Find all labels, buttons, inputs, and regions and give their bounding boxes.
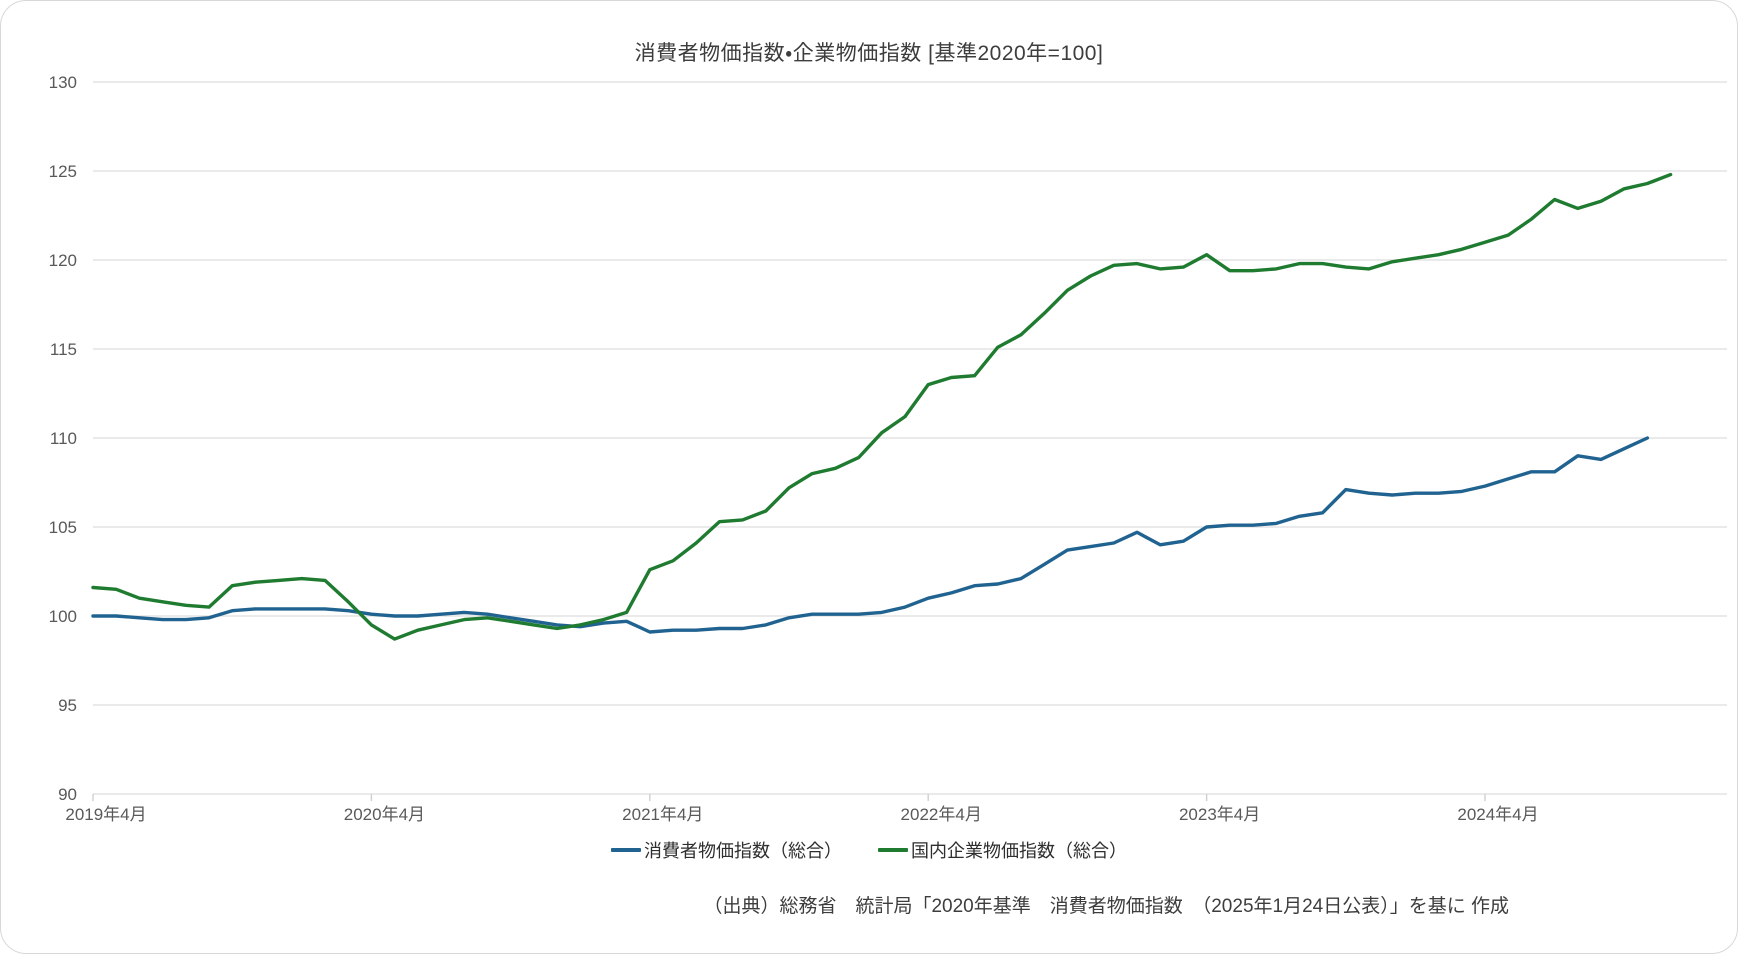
cpi-legend-label: 消費者物価指数（総合）: [644, 841, 842, 861]
cgpi-line: [91, 172, 1673, 641]
y-tick-label-90: 90: [58, 785, 77, 804]
y-tick-label-125: 125: [49, 162, 77, 181]
chart-title: 消費者物価指数・企業物価指数 [基準2020年=100]: [634, 42, 1104, 65]
y-tick-label-105: 105: [49, 518, 77, 537]
chart-plot-area: 90 95 100 105 110 115 120 125 130 2019年4月 2020年4月 2…: [1, 1, 1737, 831]
y-tick-label-95: 95: [58, 696, 77, 715]
y-tick-label-130: 130: [49, 73, 77, 92]
x-tick-label: 2020年4月: [344, 805, 425, 824]
legend-item-cpi: 消費者物価指数（総合）: [611, 837, 842, 863]
x-tick-label: 2022年4月: [901, 805, 982, 824]
cgpi-legend-label: 国内企業物価指数（総合）: [911, 841, 1127, 861]
legend-item-cgpi: 国内企業物価指数（総合）: [878, 837, 1127, 863]
x-tick-label: 2023年4月: [1179, 805, 1260, 824]
chart-legend: 消費者物価指数（総合） 国内企業物価指数（総合）: [1, 837, 1737, 863]
y-tick-label-100: 100: [49, 607, 77, 626]
x-tick-label: 2024年4月: [1457, 805, 1538, 824]
x-tick-label: 2019年4月: [65, 805, 146, 824]
cgpi-line-swatch: [878, 848, 908, 852]
x-tick-label: 2021年4月: [622, 805, 703, 824]
cpi-line: [91, 436, 1650, 634]
y-tick-label-120: 120: [49, 251, 77, 270]
chart-svg: 90 95 100 105 110 115 120 125 130 2019年4月 2020年4月 2…: [49, 73, 1727, 824]
source-note: （出典）総務省 統計局「2020年基準 消費者物価指数 （2025年1月24日公…: [703, 896, 1509, 917]
y-tick-label-115: 115: [50, 340, 77, 359]
cpi-line-swatch: [611, 848, 641, 852]
y-tick-label-110: 110: [50, 429, 77, 448]
